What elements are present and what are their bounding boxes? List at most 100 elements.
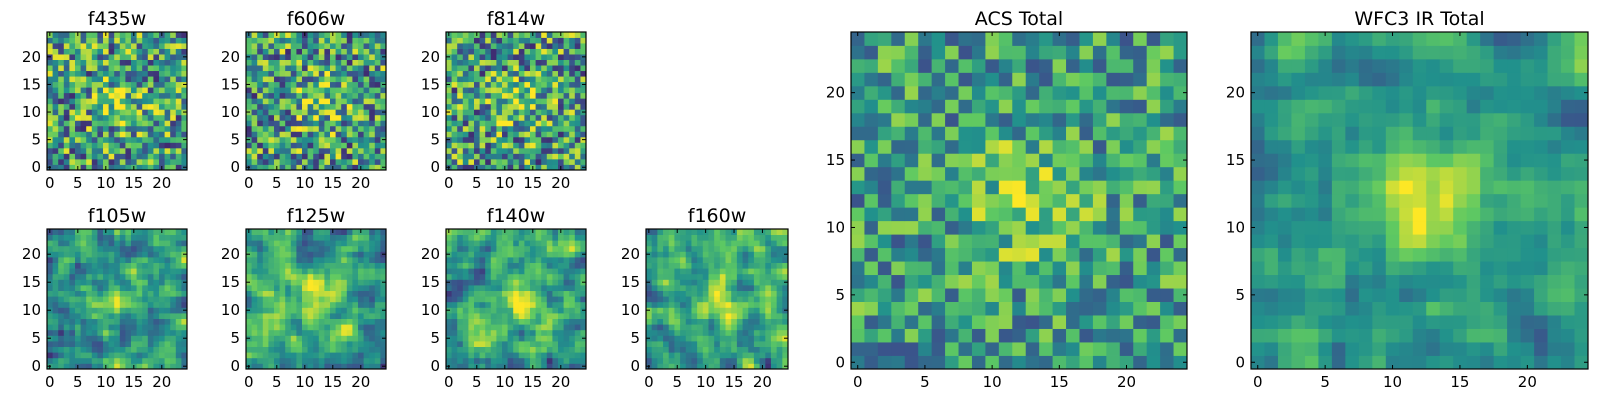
heatmap-cell xyxy=(446,98,452,105)
heatmap-cell xyxy=(1092,193,1107,208)
heatmap-cell xyxy=(274,296,280,303)
heatmap-cell xyxy=(931,328,946,343)
heatmap-cell xyxy=(451,251,458,258)
heatmap-cell xyxy=(479,65,486,72)
heatmap-cell xyxy=(175,98,182,105)
heatmap-cell xyxy=(1025,153,1040,168)
heatmap-cell xyxy=(485,318,492,325)
heatmap-cell xyxy=(998,301,1013,316)
heatmap-cell xyxy=(708,341,715,347)
heatmap-cell xyxy=(75,346,81,353)
heatmap-cell xyxy=(580,245,587,252)
heatmap-cell xyxy=(569,257,576,263)
heatmap-cell xyxy=(574,32,581,38)
heatmap-cell xyxy=(782,324,789,331)
heatmap-cell xyxy=(451,37,458,44)
heatmap-cell xyxy=(513,257,520,263)
heatmap-cell xyxy=(485,352,492,359)
heatmap-cell xyxy=(147,262,154,269)
heatmap-cell xyxy=(462,234,469,241)
heatmap-cell xyxy=(363,324,370,331)
heatmap-cell xyxy=(877,207,892,222)
heatmap-cell xyxy=(324,142,331,149)
heatmap-cell xyxy=(496,335,503,342)
heatmap-cell xyxy=(742,285,749,291)
heatmap-cell xyxy=(358,234,364,241)
heatmap-cell xyxy=(318,262,325,269)
heatmap-cell xyxy=(131,153,137,160)
heatmap-cell xyxy=(108,234,115,241)
heatmap-cell xyxy=(457,92,464,99)
heatmap-cell xyxy=(164,114,171,121)
heatmap-cell xyxy=(674,251,681,258)
heatmap-cell xyxy=(97,153,104,160)
heatmap-cell xyxy=(518,70,525,77)
heatmap-cell xyxy=(285,32,292,38)
heatmap-cell xyxy=(69,164,76,171)
heatmap-cell xyxy=(1133,274,1148,289)
heatmap-cell xyxy=(262,131,269,138)
heatmap-cell xyxy=(75,103,81,110)
heatmap-cell xyxy=(507,54,514,60)
heatmap-cell xyxy=(69,341,76,347)
heatmap-cell xyxy=(369,70,376,77)
heatmap-cell xyxy=(246,43,252,49)
heatmap-cell xyxy=(268,257,275,263)
heatmap-cell xyxy=(580,131,587,138)
heatmap-cell xyxy=(274,43,280,49)
heatmap-cell xyxy=(290,98,297,105)
heatmap-cell xyxy=(268,158,275,165)
heatmap-cell xyxy=(175,245,182,252)
heatmap-cell xyxy=(58,279,65,286)
heatmap-cell xyxy=(998,328,1013,343)
heatmap-cell xyxy=(313,324,320,331)
heatmap-cell xyxy=(496,341,503,347)
heatmap-cell xyxy=(63,59,70,66)
heatmap-cell xyxy=(324,257,331,263)
heatmap-cell xyxy=(268,109,275,116)
heatmap-cell xyxy=(164,335,171,342)
heatmap-cell xyxy=(765,245,772,252)
heatmap-cell xyxy=(341,103,348,110)
heatmap-cell xyxy=(307,290,314,297)
heatmap-cell xyxy=(290,81,297,88)
heatmap-cell xyxy=(279,158,286,165)
heatmap-cell xyxy=(714,301,721,308)
heatmap-cell xyxy=(451,363,458,370)
heatmap-cell xyxy=(97,103,104,110)
heatmap-cell xyxy=(697,273,704,280)
heatmap-cell xyxy=(569,251,576,258)
heatmap-cell xyxy=(285,324,292,331)
heatmap-cell xyxy=(753,357,760,364)
heatmap-cell xyxy=(668,245,675,252)
heatmap-cell xyxy=(574,98,581,105)
heatmap-cell xyxy=(246,92,252,99)
heatmap-cell xyxy=(341,120,348,127)
heatmap-cell xyxy=(668,268,675,275)
heatmap-cell xyxy=(75,279,81,286)
heatmap-cell xyxy=(714,357,721,364)
heatmap-cell xyxy=(451,357,458,364)
heatmap-cell xyxy=(352,136,359,143)
heatmap-cell xyxy=(285,279,292,286)
heatmap-cell xyxy=(580,357,587,364)
heatmap-cell xyxy=(363,37,370,44)
heatmap-cell xyxy=(513,48,520,55)
heatmap-cell xyxy=(114,346,121,353)
heatmap-cell xyxy=(86,245,93,252)
heatmap-cell xyxy=(474,125,480,132)
heatmap-cell xyxy=(719,257,726,263)
x-tick-label: 5 xyxy=(672,373,682,391)
heatmap-cell xyxy=(279,125,286,132)
heatmap-cell xyxy=(302,268,308,275)
heatmap-cell xyxy=(91,245,98,252)
heatmap-cell xyxy=(131,54,137,60)
heatmap-cell xyxy=(580,153,587,160)
heatmap-cell xyxy=(451,240,458,247)
heatmap-cell xyxy=(341,240,348,247)
heatmap-cell xyxy=(513,76,520,83)
heatmap-cell xyxy=(513,114,520,121)
heatmap-cell xyxy=(341,290,348,297)
